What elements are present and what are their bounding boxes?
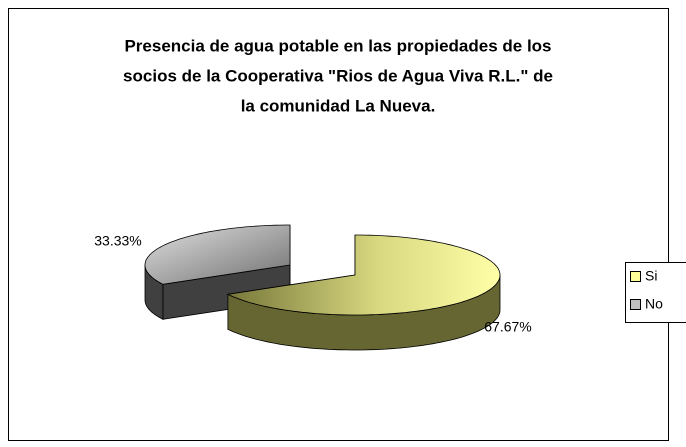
chart-frame <box>8 8 669 441</box>
chart-title: Presencia de agua potable en las propied… <box>124 36 551 55</box>
chart-title: socios de la Cooperativa "Rios de Agua V… <box>123 66 553 85</box>
legend-swatch <box>630 271 641 282</box>
data-label: 67.67% <box>484 319 531 335</box>
data-label: 33.33% <box>94 233 141 249</box>
pie-slice <box>226 234 501 351</box>
slice-top <box>144 224 291 285</box>
pie <box>144 224 501 351</box>
legend-label: No <box>645 296 663 312</box>
slice-top <box>226 234 501 316</box>
pie-slice <box>144 224 291 320</box>
legend-swatch <box>630 299 641 310</box>
chart-title: la comunidad La Nueva. <box>241 96 436 115</box>
legend-label: Si <box>645 268 657 284</box>
